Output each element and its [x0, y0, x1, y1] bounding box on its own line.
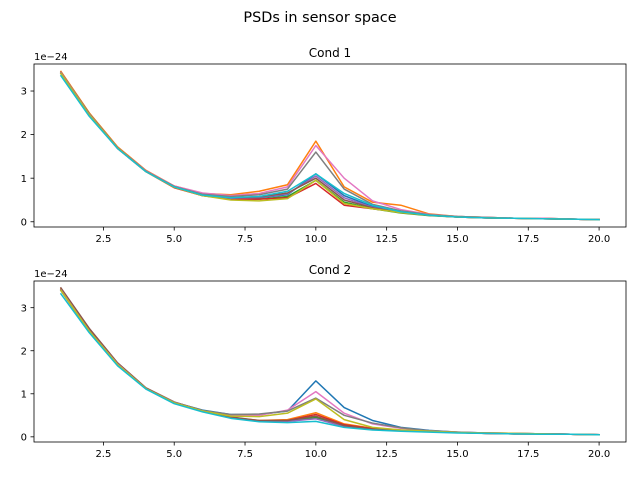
series-line-10	[59, 74, 600, 221]
axes-frame	[33, 63, 627, 228]
x-tick-label: 15.0	[446, 449, 468, 460]
y-tick-label: 0	[21, 432, 27, 443]
y-offset-label: 1e−24	[34, 52, 68, 63]
x-tick-label: 5.0	[166, 449, 182, 460]
y-tick-label: 2	[21, 346, 27, 357]
x-tick-label: 12.5	[376, 449, 398, 460]
y-tick-label: 1	[21, 389, 27, 400]
y-tick-label: 0	[21, 217, 27, 228]
x-tick-label: 10.0	[305, 449, 327, 460]
y-tick-label: 2	[21, 130, 27, 141]
y-tick-label: 3	[21, 87, 27, 98]
y-offset-label: 1e−24	[34, 269, 68, 280]
y-tick-label: 3	[21, 303, 27, 314]
x-tick-label: 17.5	[517, 449, 539, 460]
x-tick-label: 5.0	[166, 234, 182, 245]
figure-suptitle: PSDs in sensor space	[243, 10, 396, 26]
x-tick-label: 20.0	[588, 449, 610, 460]
subplot-title: Cond 2	[309, 263, 351, 277]
subplot-cond-1: 2.5 5.0 7.5 10.0 12.5 15.0 17.5 20.0 0 1 2 3 1e−24 Co…	[21, 46, 627, 245]
x-tick-label: 10.0	[305, 234, 327, 245]
x-tick-label: 7.5	[237, 449, 253, 460]
x-tick-label: 17.5	[517, 234, 539, 245]
x-tick-label: 12.5	[376, 234, 398, 245]
y-tick-label: 1	[21, 174, 27, 185]
subplot-cond-2: 2.5 5.0 7.5 10.0 12.5 15.0 17.5 20.0 0 1 2 3 1e−24 Co…	[21, 263, 627, 460]
axes-frame	[33, 280, 627, 443]
x-tick-label: 2.5	[95, 449, 111, 460]
subplot-title: Cond 1	[309, 46, 351, 60]
x-tick-label: 2.5	[95, 234, 111, 245]
x-tick-label: 7.5	[237, 234, 253, 245]
series-line-10	[59, 292, 600, 436]
x-tick-label: 15.0	[446, 234, 468, 245]
x-tick-label: 20.0	[588, 234, 610, 245]
